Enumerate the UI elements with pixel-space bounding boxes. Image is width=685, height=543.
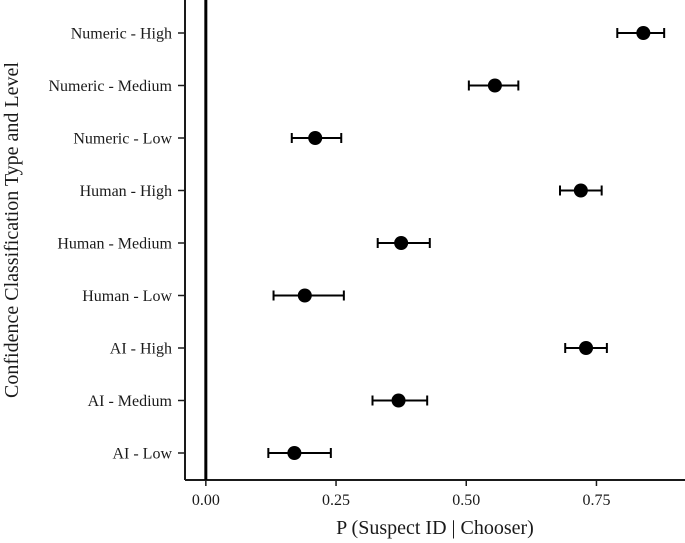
y-tick-label: Numeric - Low [73, 131, 172, 148]
data-point [487, 78, 502, 93]
y-tick-label: AI - Medium [88, 393, 173, 410]
axes-group: 0.00 0.25 0.50 0.75 Numeric - High Numeric - … [48, 0, 685, 509]
x-tick-label: 0.00 [192, 492, 220, 509]
data-point [391, 393, 406, 408]
y-tick-label: Human - Low [82, 288, 172, 305]
x-tick-label: 0.75 [582, 492, 610, 509]
y-tick-label: Numeric - High [71, 26, 172, 43]
y-tick-label: Numeric - Medium [48, 78, 172, 95]
data-point [308, 131, 323, 145]
y-tick-label: Human - High [80, 183, 172, 200]
data-point [579, 341, 594, 355]
data-point [636, 26, 651, 40]
data-marks-group [267, 26, 666, 460]
y-tick-label: AI - High [110, 341, 172, 358]
x-tick-label: 0.25 [322, 492, 350, 509]
y-tick-label: AI - Low [112, 446, 172, 463]
data-point [573, 183, 588, 198]
y-axis-title: Confidence Classification Type and Level [1, 62, 23, 398]
x-axis-title: P (Suspect ID | Chooser) [336, 517, 534, 539]
data-point [287, 446, 302, 460]
data-point [297, 288, 312, 303]
x-tick-label: 0.50 [452, 492, 480, 509]
y-tick-label: Human - Medium [57, 236, 172, 253]
data-point [394, 236, 409, 250]
